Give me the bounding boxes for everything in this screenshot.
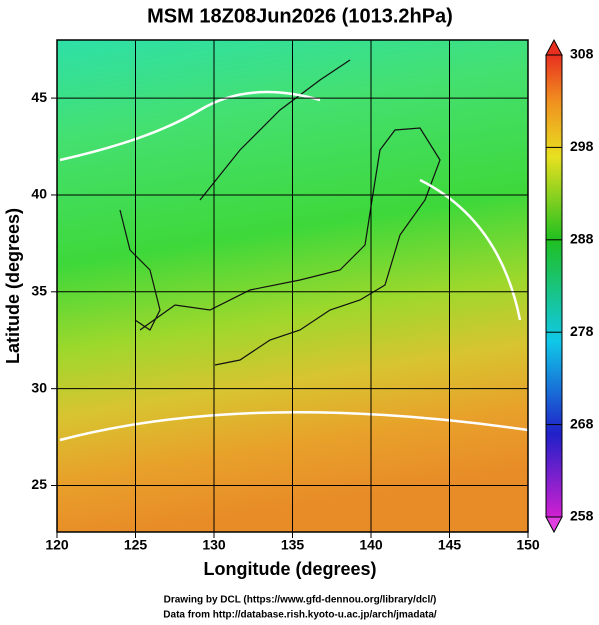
colorbar-tick-label: 268	[570, 415, 594, 431]
credit: Drawing by DCL (https://www.gfd-dennou.o…	[164, 595, 437, 606]
credit: Data from http://database.rish.kyoto-u.a…	[163, 610, 437, 621]
colorbar-tick-label: 308	[570, 46, 594, 62]
y-tick-label: 25	[31, 476, 47, 492]
x-tick-label: 130	[202, 537, 226, 553]
x-tick-label: 135	[281, 537, 305, 553]
x-tick-label: 125	[124, 537, 148, 553]
coastlines	[119, 59, 441, 366]
x-axis-label: Longitude (degrees)	[203, 559, 376, 579]
colorbar-min-arrow	[545, 516, 563, 534]
colorbar-tick-label: 298	[570, 138, 594, 154]
x-tick-label: 145	[438, 537, 462, 553]
colorbar-tick-label: 288	[570, 231, 594, 247]
colorbar-max-arrow	[545, 38, 563, 56]
y-axis-label: Latitude (degrees)	[3, 208, 23, 364]
y-tick-label: 30	[31, 379, 47, 395]
grid	[56, 40, 529, 532]
isobars	[59, 90, 529, 442]
colorbar	[545, 54, 563, 518]
colorbar-tick-label: 258	[570, 508, 594, 524]
y-tick-label: 45	[31, 89, 47, 105]
x-tick-label: 120	[45, 537, 69, 553]
colorbar-tick-label: 278	[570, 323, 594, 339]
y-tick-label: 35	[31, 283, 47, 299]
x-tick-label: 150	[516, 537, 540, 553]
x-tick-label: 140	[359, 537, 383, 553]
map-title: MSM 18Z08Jun2026 (1013.2hPa)	[147, 5, 453, 27]
y-tick-label: 40	[31, 186, 47, 202]
